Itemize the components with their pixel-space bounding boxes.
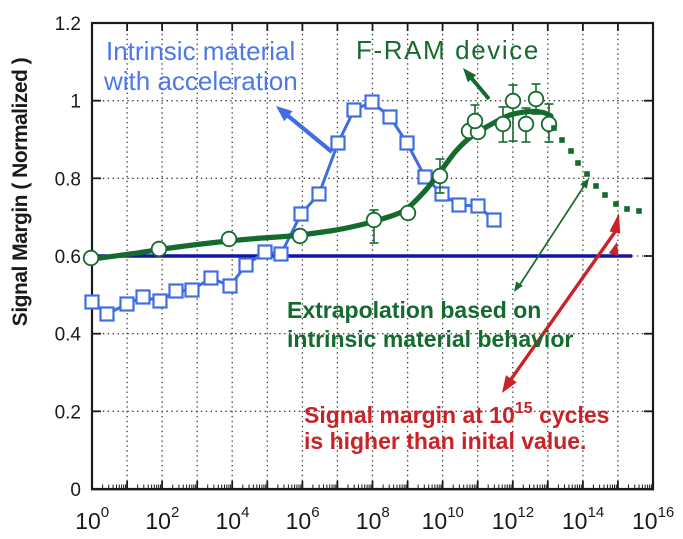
svg-text:1: 1 (70, 92, 81, 113)
svg-text:Extrapolation based on: Extrapolation based on (287, 297, 541, 323)
svg-text:0.8: 0.8 (55, 169, 81, 190)
svg-text:1016: 1016 (632, 504, 674, 534)
svg-text:F-RAM device: F-RAM device (356, 35, 540, 65)
svg-text:Signal Margin ( Normalized ): Signal Margin ( Normalized ) (9, 58, 32, 326)
svg-text:1010: 1010 (422, 504, 464, 534)
svg-text:0: 0 (70, 480, 81, 501)
svg-text:106: 106 (286, 504, 320, 534)
svg-text:intrinsic material behavior: intrinsic material behavior (287, 326, 573, 352)
svg-text:with acceleration: with acceleration (103, 66, 298, 96)
svg-text:Signal margin at 1015 cycles: Signal margin at 1015 cycles (304, 400, 609, 428)
svg-text:0.6: 0.6 (55, 247, 81, 268)
svg-text:0.2: 0.2 (55, 402, 81, 423)
svg-text:0.4: 0.4 (55, 325, 82, 346)
svg-text:1.2: 1.2 (55, 14, 81, 35)
svg-text:is higher than inital value.: is higher than inital value. (304, 428, 586, 454)
svg-text:Intrinsic material: Intrinsic material (106, 36, 295, 66)
